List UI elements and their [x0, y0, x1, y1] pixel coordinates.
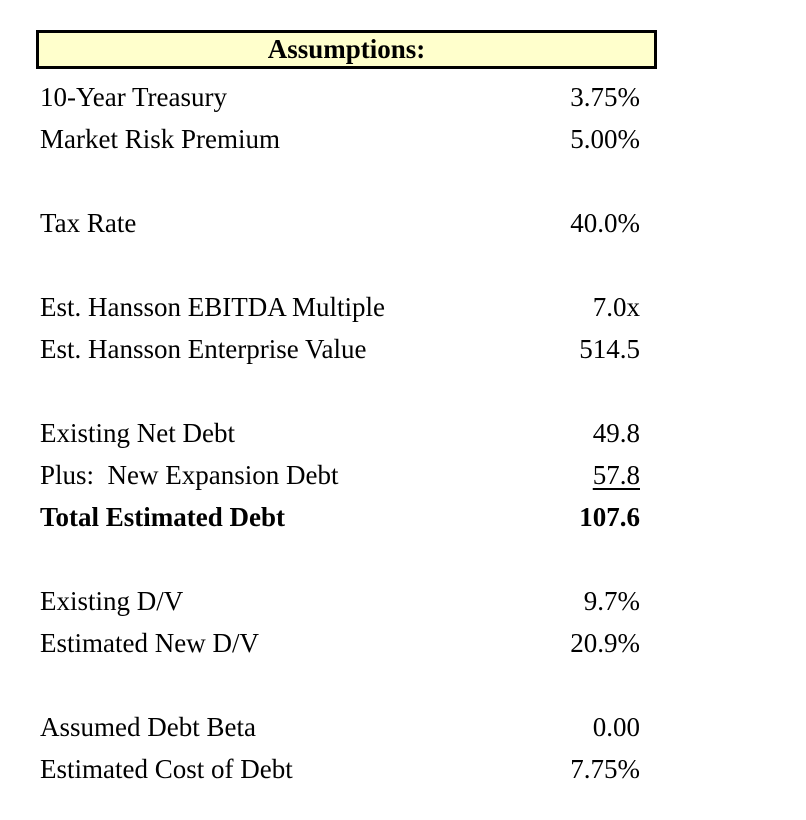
assumptions-header: Assumptions: — [36, 30, 657, 69]
row-label: Existing D/V — [40, 586, 184, 616]
row-value: 0.00 — [592, 712, 640, 742]
row-value: 7.75% — [570, 754, 640, 784]
table-row-total: Total Estimated Debt 107.6 — [40, 496, 640, 538]
table-row: Est. Hansson EBITDA Multiple 7.0x — [40, 286, 640, 328]
table-row: Estimated Cost of Debt 7.75% — [40, 748, 640, 790]
row-value: 514.5 — [579, 334, 640, 364]
table-row-blank — [40, 538, 640, 580]
row-label: Plus: New Expansion Debt — [40, 460, 339, 490]
table-row: Assumed Debt Beta 0.00 — [40, 706, 640, 748]
assumptions-header-label: Assumptions: — [267, 34, 426, 64]
table-row-blank — [40, 244, 640, 286]
row-value: 49.8 — [592, 418, 640, 448]
table-row: Estimated New D/V 20.9% — [40, 622, 640, 664]
table-row: Tax Rate 40.0% — [40, 202, 640, 244]
table-row-blank — [40, 160, 640, 202]
table-row-blank — [40, 664, 640, 706]
table-row-blank — [40, 370, 640, 412]
row-label: Assumed Debt Beta — [40, 712, 256, 742]
table-row: Market Risk Premium 5.00% — [40, 118, 640, 160]
row-value-underlined: 57.8 — [592, 460, 640, 490]
row-label: 10-Year Treasury — [40, 82, 228, 112]
row-value: 40.0% — [570, 208, 640, 238]
row-value: 9.7% — [583, 586, 640, 616]
row-label: Estimated New D/V — [40, 628, 259, 658]
row-label: Existing Net Debt — [40, 418, 235, 448]
table-row: 10-Year Treasury 3.75% — [40, 76, 640, 118]
table-row: Est. Hansson Enterprise Value 514.5 — [40, 328, 640, 370]
row-label: Total Estimated Debt — [40, 502, 286, 532]
row-label: Market Risk Premium — [40, 124, 280, 154]
row-value: 5.00% — [570, 124, 640, 154]
table-row: Existing D/V 9.7% — [40, 580, 640, 622]
table-row: Existing Net Debt 49.8 — [40, 412, 640, 454]
table-row: Plus: New Expansion Debt 57.8 — [40, 454, 640, 496]
row-value: 20.9% — [570, 628, 640, 658]
assumptions-table: 10-Year Treasury 3.75% Market Risk Premi… — [40, 76, 640, 790]
row-label: Tax Rate — [40, 208, 137, 238]
row-label: Est. Hansson EBITDA Multiple — [40, 292, 385, 322]
row-value: 3.75% — [570, 82, 640, 112]
row-label: Estimated Cost of Debt — [40, 754, 293, 784]
row-value: 7.0x — [592, 292, 640, 322]
row-value: 107.6 — [579, 502, 640, 532]
row-label: Est. Hansson Enterprise Value — [40, 334, 367, 364]
